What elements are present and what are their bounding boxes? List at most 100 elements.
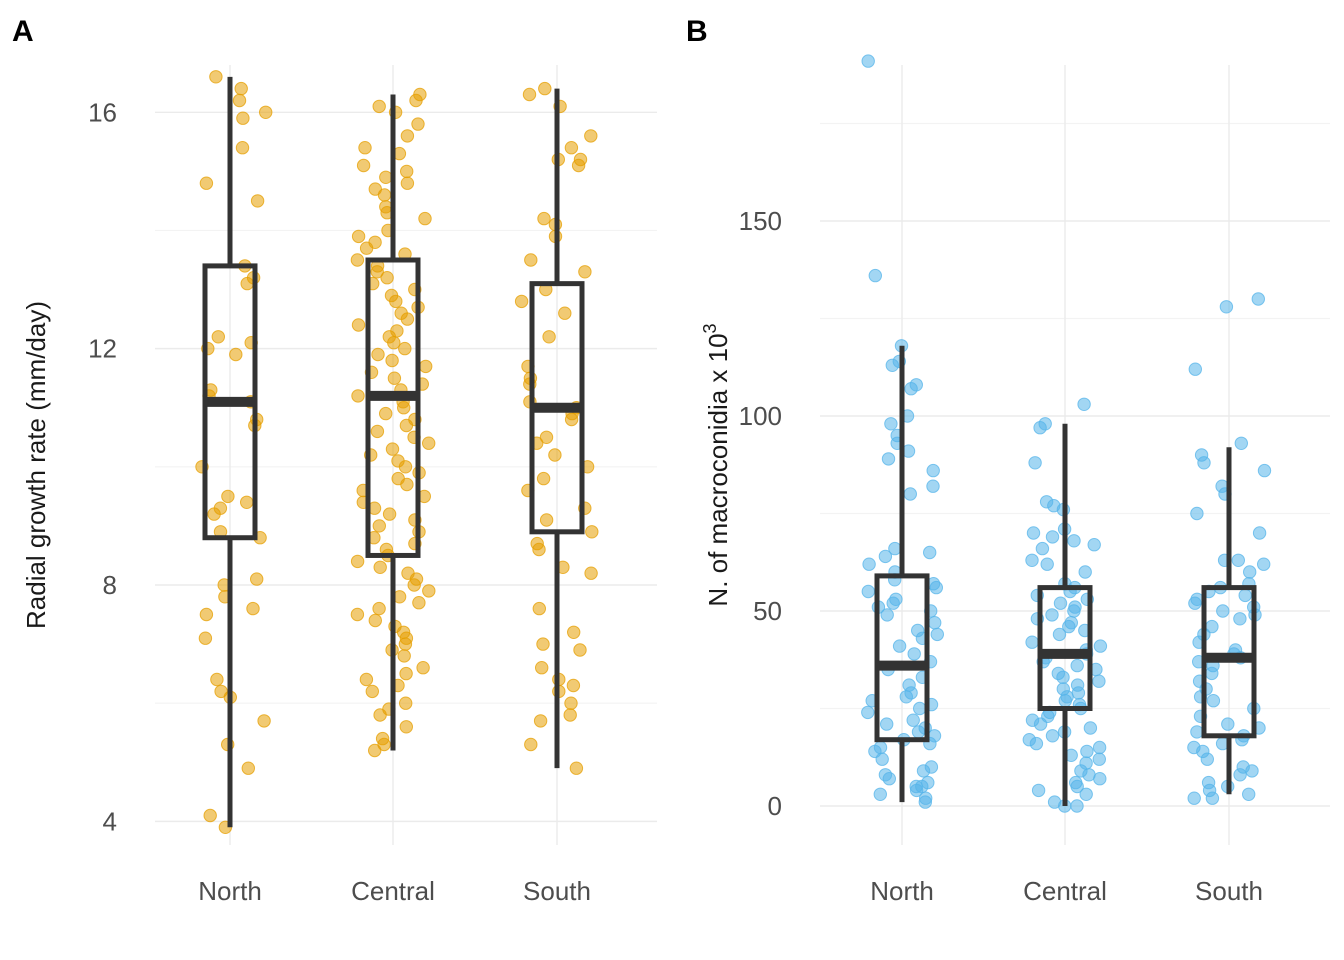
data-point: [573, 643, 587, 657]
data-point: [539, 513, 554, 527]
panel-a-y-tick-labels: 4 8 12 16: [88, 97, 117, 836]
data-point: [1092, 752, 1107, 766]
data-point: [351, 229, 366, 244]
data-point: [400, 164, 414, 179]
data-point: [379, 170, 393, 185]
data-point: [903, 487, 917, 501]
data-point: [535, 661, 549, 675]
box: [1037, 585, 1093, 711]
data-point: [1033, 717, 1048, 731]
data-point: [1045, 608, 1059, 622]
data-point: [1070, 799, 1084, 813]
data-point: [532, 601, 546, 616]
data-point: [882, 772, 896, 786]
y-tick-label: 8: [103, 570, 117, 600]
data-point: [221, 489, 235, 504]
data-point: [566, 678, 581, 693]
data-point: [904, 382, 918, 396]
data-point: [1216, 604, 1230, 618]
data-point: [907, 647, 921, 661]
y-tick-label: 100: [739, 401, 782, 431]
data-point: [350, 253, 365, 267]
data-point: [250, 572, 264, 586]
data-point: [524, 737, 538, 752]
data-point: [371, 347, 385, 362]
data-point: [387, 336, 401, 350]
data-point: [1025, 553, 1039, 567]
data-point: [564, 412, 579, 427]
panel-b: B 0 50 100 150 North Central South N. of macr…: [686, 15, 1330, 906]
data-point: [578, 265, 592, 279]
data-point: [370, 424, 385, 439]
data-point: [1252, 526, 1267, 540]
data-point: [210, 672, 224, 687]
data-point: [537, 211, 551, 226]
data-point: [522, 87, 537, 102]
data-point: [881, 452, 896, 466]
data-point: [929, 580, 943, 595]
data-point: [930, 627, 944, 642]
x-tick-label: North: [870, 876, 934, 906]
data-point: [407, 578, 421, 592]
data-point: [862, 557, 876, 571]
data-point: [584, 129, 598, 143]
y-tick-label: 150: [739, 206, 782, 236]
data-point: [538, 81, 552, 96]
data-point: [926, 463, 940, 478]
data-point: [928, 616, 942, 630]
data-point: [400, 129, 415, 143]
data-point: [1092, 674, 1106, 688]
box: [874, 573, 930, 743]
data-point: [533, 714, 548, 728]
data-point: [1243, 565, 1257, 579]
data-point: [411, 117, 425, 131]
data-point: [1187, 791, 1201, 805]
data-point: [203, 808, 217, 823]
data-point: [400, 176, 415, 190]
data-point: [259, 105, 273, 120]
y-tick-label: 0: [768, 791, 782, 821]
data-point: [1188, 362, 1203, 376]
panel-a-boxplots: [202, 76, 585, 828]
data-point: [1200, 752, 1215, 766]
x-tick-label: South: [523, 876, 591, 906]
data-point: [1233, 612, 1247, 626]
panel-b-y-axis-title-superscript: 3: [700, 323, 720, 333]
data-point: [1067, 534, 1081, 548]
y-tick-label: 50: [753, 596, 782, 626]
data-point: [1257, 463, 1272, 478]
data-point: [422, 436, 436, 450]
data-point: [880, 717, 894, 731]
data-point: [1231, 553, 1246, 567]
data-point: [236, 111, 250, 125]
data-point: [564, 141, 579, 155]
panel-a-x-tick-labels: North Central South: [198, 876, 591, 906]
data-point: [241, 761, 256, 775]
data-point: [1031, 783, 1046, 798]
data-point: [398, 637, 413, 651]
data-point: [1035, 541, 1050, 556]
data-point: [372, 519, 386, 533]
data-point: [892, 639, 907, 653]
data-point: [913, 701, 927, 716]
data-point: [399, 720, 413, 734]
data-point: [399, 696, 413, 710]
data-point: [873, 787, 887, 801]
data-point: [1219, 300, 1234, 314]
data-point: [1062, 619, 1076, 634]
data-point: [861, 54, 875, 68]
data-point: [569, 761, 584, 775]
data-point: [350, 607, 365, 622]
data-point: [861, 705, 875, 720]
data-point: [1205, 666, 1219, 681]
data-point: [1028, 456, 1042, 470]
data-point: [370, 265, 384, 279]
data-point: [397, 401, 411, 415]
data-point: [235, 141, 250, 155]
data-point: [1025, 635, 1039, 649]
data-point: [1045, 729, 1060, 743]
data-point: [1190, 725, 1204, 739]
data-point: [397, 649, 411, 663]
data-point: [885, 358, 899, 372]
